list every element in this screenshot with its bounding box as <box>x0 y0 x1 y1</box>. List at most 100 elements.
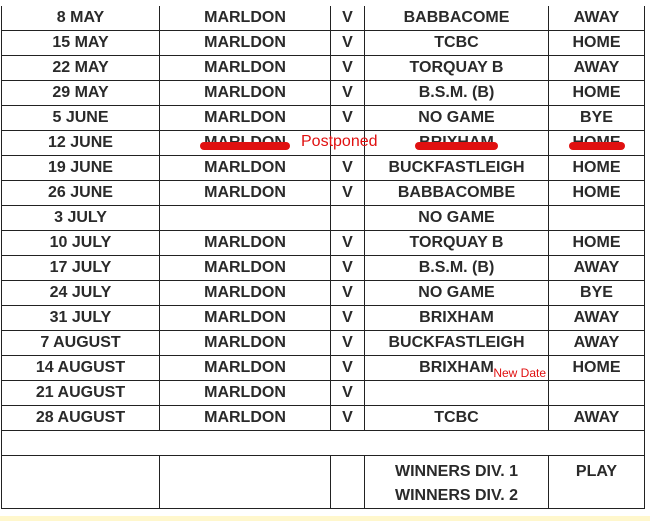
opponent <box>364 380 549 406</box>
opponent-text: TCBC <box>434 409 479 426</box>
fixture-row: 12 JUNE MARLDON Postponed BRIXHAM HOME <box>1 130 645 156</box>
versus-text: V <box>342 234 353 251</box>
fixture-row: 8 MAY MARLDON V BABBACOME AWAY <box>1 6 645 31</box>
home-team-text: MARLDON <box>200 134 290 151</box>
home-team-text: MARLDON <box>204 284 286 301</box>
opponent-text: BRIXHAM <box>419 309 494 326</box>
fixture-date: 29 MAY <box>1 80 160 106</box>
versus: V <box>330 155 365 181</box>
home-team-text: MARLDON <box>204 359 286 376</box>
fixture-date: 7 AUGUST <box>1 330 160 356</box>
blank-row <box>1 430 645 456</box>
opponent-text: BUCKFASTLEIGH <box>388 334 525 351</box>
opponent: BRIXHAM <box>364 130 549 156</box>
opponent: NO GAME <box>364 105 549 131</box>
fixture-row: 19 JUNE MARLDON V BUCKFASTLEIGH HOME <box>1 155 645 181</box>
opponent-text: NO GAME <box>418 109 495 126</box>
fixture-date: 12 JUNE <box>1 130 160 156</box>
venue: HOME <box>548 180 645 206</box>
venue-text: AWAY <box>573 409 620 426</box>
fixture-date-text: 24 JULY <box>49 284 112 301</box>
opponent: BRIXHAM New Date <box>364 355 549 381</box>
home-team: MARLDON <box>159 180 331 206</box>
fixture-date-text: 31 JULY <box>49 309 112 326</box>
fixture-row: 31 JULY MARLDON V BRIXHAM AWAY <box>1 305 645 331</box>
opponent: BABBACOME <box>364 6 549 31</box>
fixture-date: 24 JULY <box>1 280 160 306</box>
home-team-text: MARLDON <box>204 184 286 201</box>
fixture-date: 10 JULY <box>1 230 160 256</box>
venue-text: AWAY <box>573 309 620 326</box>
fixture-date-text: 7 AUGUST <box>40 334 121 351</box>
home-team: MARLDON <box>159 280 331 306</box>
fixture-date-text: 21 AUGUST <box>35 384 126 401</box>
home-team: MARLDON <box>159 380 331 406</box>
fixture-date: 5 JUNE <box>1 105 160 131</box>
fixture-date: 19 JUNE <box>1 155 160 181</box>
fixture-date: 21 AUGUST <box>1 380 160 406</box>
venue: AWAY <box>548 6 645 31</box>
home-team-text: MARLDON <box>204 59 286 76</box>
opponent: TCBC <box>364 405 549 431</box>
venue <box>548 380 645 406</box>
versus: V <box>330 280 365 306</box>
home-team: MARLDON <box>159 330 331 356</box>
home-team-text: MARLDON <box>204 409 286 426</box>
venue-text: BYE <box>580 109 613 126</box>
fixture-row: 26 JUNE MARLDON V BABBACOMBE HOME <box>1 180 645 206</box>
opponent: NO GAME <box>364 280 549 306</box>
home-team-text: MARLDON <box>204 159 286 176</box>
home-team-text: MARLDON <box>204 309 286 326</box>
home-team: MARLDON <box>159 80 331 106</box>
opponent-text: BRIXHAM <box>415 134 498 151</box>
fixture-date: 3 JULY <box>1 205 160 231</box>
home-team-text: MARLDON <box>204 9 286 26</box>
home-team: MARLDON <box>159 355 331 381</box>
versus: V <box>330 230 365 256</box>
opponent: NO GAME <box>364 205 549 231</box>
home-team: MARLDON <box>159 155 331 181</box>
fixture-date-text: 19 JUNE <box>48 159 113 176</box>
fixture-row: 7 AUGUST MARLDON V BUCKFASTLEIGH AWAY <box>1 330 645 356</box>
home-team: MARLDON <box>159 130 331 156</box>
fixture-date-text: 28 AUGUST <box>35 409 126 426</box>
opponent-text: BRIXHAM <box>419 359 494 376</box>
winners-div-1: WINNERS DIV. 1 <box>395 463 518 480</box>
versus: V <box>330 6 365 31</box>
home-team-text: MARLDON <box>204 334 286 351</box>
venue: HOME <box>548 155 645 181</box>
opponent: B.S.M. (B) <box>364 80 549 106</box>
fixture-date-text: 14 AUGUST <box>35 359 126 376</box>
opponent-text: TORQUAY B <box>409 234 504 251</box>
opponent-text: BABBACOMBE <box>397 184 516 201</box>
venue-text: AWAY <box>573 334 620 351</box>
home-team: MARLDON <box>159 30 331 56</box>
fixture-row: 3 JULY NO GAME <box>1 205 645 231</box>
fixture-date: 14 AUGUST <box>1 355 160 381</box>
versus: V <box>330 105 365 131</box>
venue: AWAY <box>548 305 645 331</box>
venue: HOME <box>548 230 645 256</box>
opponent-text: NO GAME <box>418 284 495 301</box>
versus-text: V <box>342 9 353 26</box>
final-row: WINNERS DIV. 1 WINNERS DIV. 2 PLAY <box>1 455 645 509</box>
venue: BYE <box>548 280 645 306</box>
opponent: BRIXHAM <box>364 305 549 331</box>
empty-cell <box>330 455 365 509</box>
opponent: TORQUAY B <box>364 230 549 256</box>
page-edge <box>0 516 650 521</box>
venue <box>548 205 645 231</box>
home-team: MARLDON <box>159 6 331 31</box>
opponent-text: BABBACOME <box>403 9 510 26</box>
fixture-date-text: 12 JUNE <box>48 134 113 151</box>
fixture-date-text: 8 MAY <box>56 9 105 26</box>
venue-text: HOME <box>572 184 621 201</box>
winners-div-2: WINNERS DIV. 2 <box>395 487 518 504</box>
home-team: MARLDON <box>159 255 331 281</box>
versus-text: V <box>342 59 353 76</box>
fixture-row: 24 JULY MARLDON V NO GAME BYE <box>1 280 645 306</box>
versus-text: V <box>342 109 353 126</box>
versus: V <box>330 255 365 281</box>
versus-text: V <box>342 34 353 51</box>
versus-text: V <box>342 409 353 426</box>
